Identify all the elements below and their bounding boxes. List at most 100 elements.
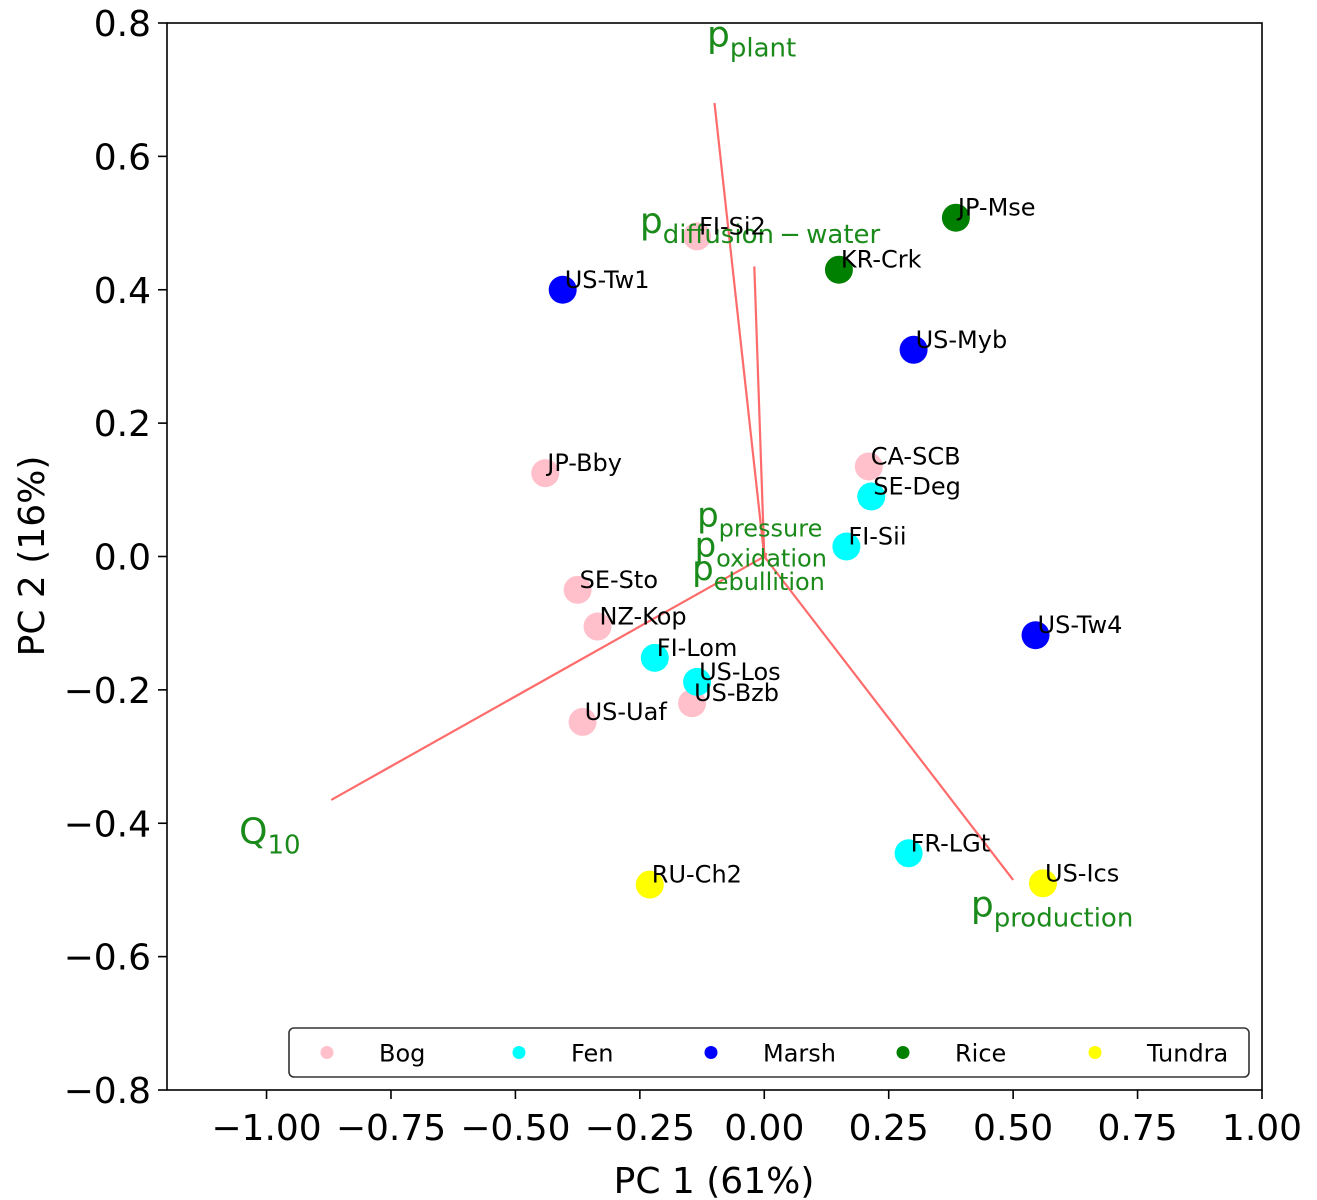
x-tick-label: −0.25 — [585, 1108, 695, 1149]
data-point-fi-lom — [640, 643, 669, 672]
vector-label-base: p — [697, 495, 719, 535]
data-point-fr-lgt — [894, 839, 923, 868]
data-point-us-tw1 — [548, 275, 577, 304]
point-label: US-Los — [699, 658, 781, 686]
vector-label-subscript: plant — [730, 33, 796, 63]
legend-label-fen: Fen — [571, 1040, 613, 1068]
y-tick-label: 0.8 — [94, 4, 151, 45]
legend-frame — [288, 1027, 1250, 1078]
vector-label: poxidation — [695, 526, 827, 573]
vector-label: pdiffusion − water — [640, 201, 881, 250]
data-point-ca-scb — [854, 452, 883, 481]
vector-label-subscript: production — [994, 904, 1134, 934]
data-point-us-uaf — [568, 707, 597, 736]
loading-vector-ebullition — [763, 555, 768, 561]
x-axis-title: PC 1 (61%) — [614, 1161, 815, 1200]
vector-label-base: p — [640, 201, 663, 242]
data-point-fi-sii — [832, 532, 861, 561]
vector-label-base: p — [707, 14, 730, 55]
vector-label: pebullition — [692, 549, 825, 596]
y-tick-label: 0.4 — [94, 271, 151, 312]
vector-label-base: p — [692, 549, 714, 589]
x-tick-label: −0.50 — [460, 1108, 570, 1149]
data-point-kr-crk — [824, 255, 853, 284]
point-label: SE-Sto — [580, 566, 658, 594]
x-tick-label: −1.00 — [211, 1108, 321, 1149]
loading-vectors — [330, 102, 1015, 881]
legend-marker-marsh — [704, 1046, 718, 1059]
vector-label-base: Q — [239, 811, 267, 852]
data-point-us-tw4 — [1021, 621, 1050, 650]
point-label: NZ-Kop — [600, 603, 687, 631]
vector-label-subscript: diffusion − water — [663, 220, 881, 250]
x-tick-label: 0.75 — [1097, 1108, 1177, 1149]
vector-label: pproduction — [971, 885, 1133, 934]
point-label: US-Ics — [1045, 859, 1119, 887]
point-label: JP-Mse — [956, 194, 1036, 222]
loading-vector-10 — [330, 555, 765, 801]
y-tick-label: −0.4 — [64, 804, 151, 845]
legend: Bog Fen Marsh Rice Tundra — [288, 1027, 1250, 1078]
point-label: FI-Si2 — [699, 212, 766, 240]
x-tick-label: 0.25 — [849, 1108, 929, 1149]
point-label: JP-Bby — [545, 449, 622, 477]
point-label: US-Tw4 — [1038, 611, 1123, 639]
point-labels: JP-Bby FI-Si2 CA-SCB SE-Sto NZ-Kop US-Bzb US-U… — [545, 194, 1122, 889]
y-tick-label: 0.0 — [94, 538, 151, 579]
x-tick-label: 0.50 — [973, 1108, 1053, 1149]
legend-marker-tundra — [1088, 1046, 1102, 1059]
point-label: FI-Lom — [657, 634, 738, 662]
vector-label-subscript: oxidation — [716, 545, 827, 573]
legend-label-tundra: Tundra — [1146, 1040, 1228, 1068]
point-label: US-Uaf — [585, 698, 668, 726]
vector-label: pplant — [707, 14, 796, 63]
legend-label-marsh: Marsh — [763, 1040, 836, 1068]
point-label: SE-Deg — [873, 472, 961, 500]
y-tick-label: 0.2 — [94, 404, 151, 445]
data-point-fi-si2 — [683, 222, 712, 251]
loading-vector-diffusionwater — [753, 266, 766, 557]
y-axis-ticks: 0.8 0.6 0.4 0.2 0.0 −0.2 −0.4 −0.6 −0.8 — [64, 4, 167, 1112]
legend-marker-bog — [320, 1046, 334, 1059]
y-tick-label: 0.6 — [94, 137, 151, 178]
vector-label-subscript: pressure — [719, 514, 823, 542]
legend-marker-fen — [512, 1046, 526, 1059]
point-label: US-Tw1 — [565, 266, 650, 294]
x-tick-label: 0.00 — [724, 1108, 804, 1149]
data-point-se-deg — [857, 482, 886, 511]
y-tick-label: −0.8 — [64, 1071, 151, 1112]
point-label: US-Bzb — [694, 679, 779, 707]
x-tick-label: 1.00 — [1222, 1108, 1302, 1149]
legend-marker-rice — [896, 1046, 910, 1059]
data-point-jp-mse — [941, 203, 970, 232]
data-point-us-ics — [1029, 869, 1057, 898]
vector-label-base: p — [695, 526, 717, 566]
data-point-us-myb — [899, 335, 928, 364]
loading-vector-plant — [713, 102, 766, 557]
y-tick-label: −0.2 — [64, 671, 151, 712]
data-point-ru-ch2 — [635, 870, 664, 899]
data-point-us-bzb — [678, 689, 707, 718]
point-label: KR-Crk — [841, 246, 922, 274]
data-point-us-los — [683, 667, 712, 696]
data-point-se-sto — [563, 575, 592, 604]
x-tick-label: −0.75 — [336, 1108, 446, 1149]
vector-label-subscript: ebullition — [714, 568, 825, 596]
x-axis-ticks: −1.00 −0.75 −0.50 −0.25 0.00 0.25 0.50 0.75 1.00 — [211, 1090, 1302, 1149]
legend-label-bog: Bog — [379, 1040, 425, 1068]
point-label: US-Myb — [916, 326, 1008, 354]
point-label: FI-Sii — [848, 522, 906, 550]
point-label: FR-LGt — [911, 829, 991, 857]
vector-label: Q10 — [239, 811, 300, 860]
loading-vector-production — [763, 555, 1015, 881]
point-label: RU-Ch2 — [652, 861, 742, 889]
vector-label-subscript: 10 — [268, 830, 301, 860]
data-points — [531, 203, 1057, 899]
y-axis-title: PC 2 (16%) — [12, 456, 53, 657]
legend-label-rice: Rice — [955, 1040, 1006, 1068]
point-label: CA-SCB — [871, 442, 961, 470]
vector-label-base: p — [971, 885, 994, 926]
data-point-nz-kop — [583, 612, 612, 641]
